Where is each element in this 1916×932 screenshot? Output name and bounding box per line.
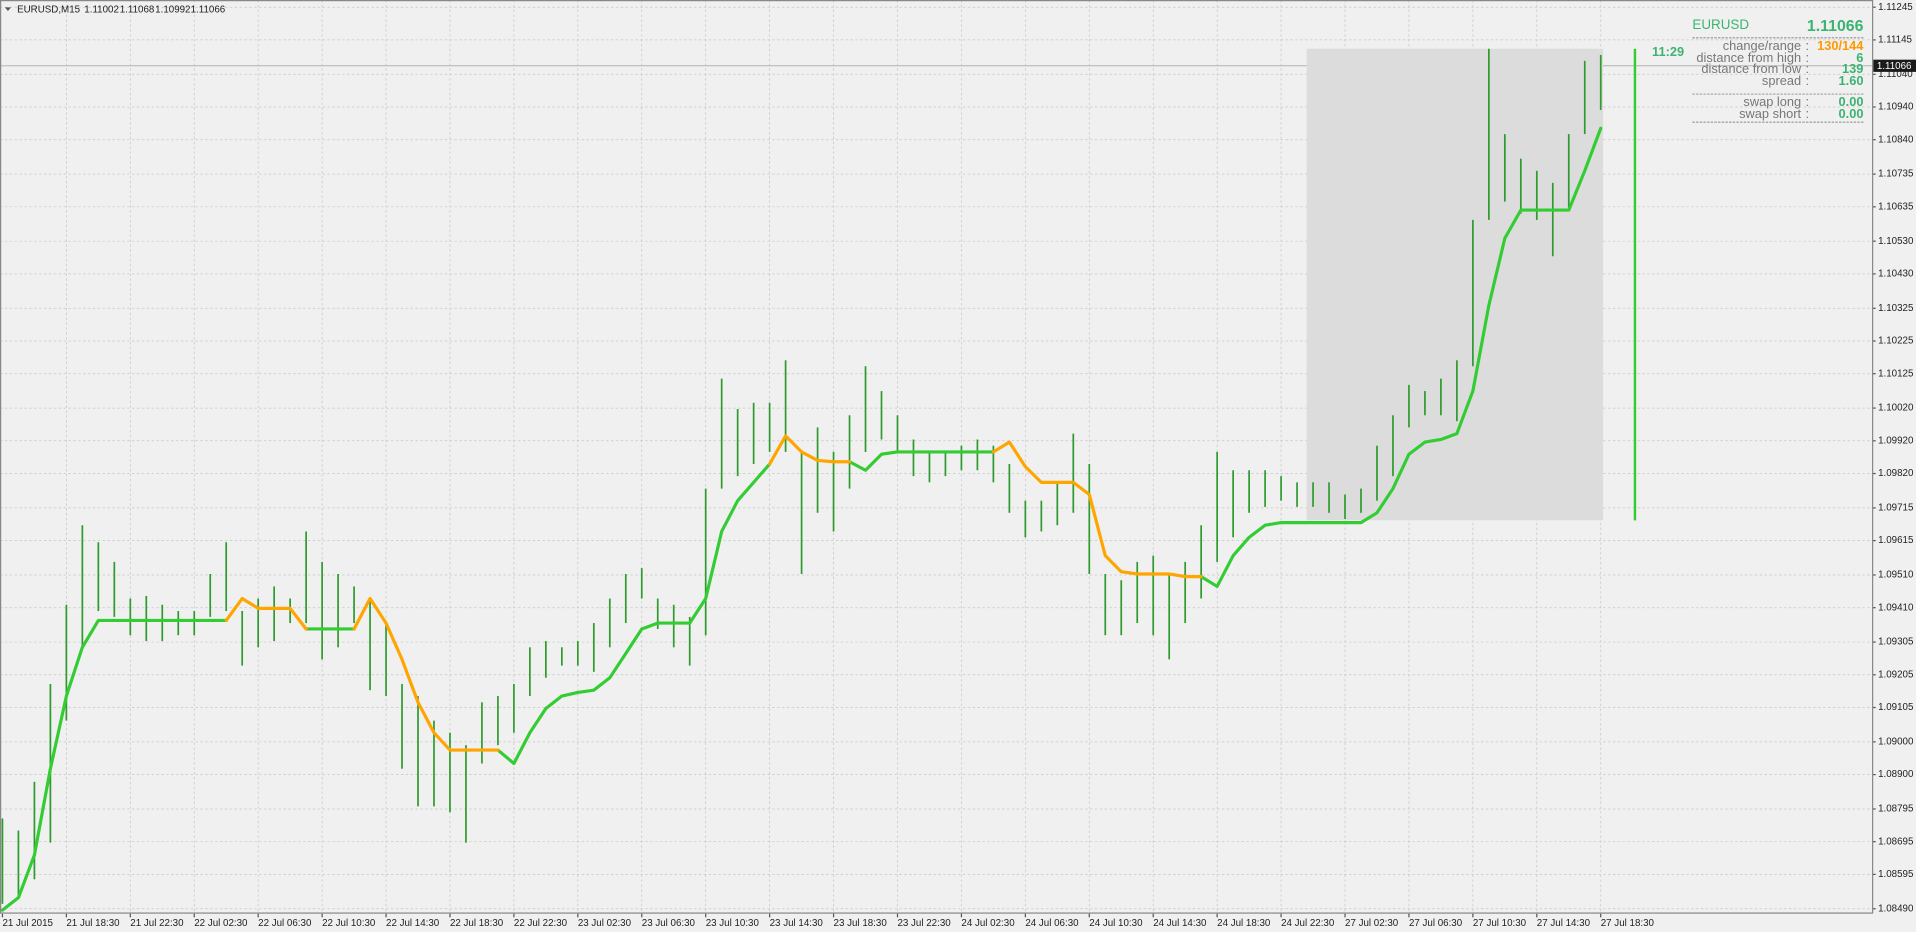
panel-value: 139	[1842, 61, 1863, 76]
y-tick-label: 1.09105	[1878, 702, 1914, 713]
x-tick-label: 24 Jul 22:30	[1281, 918, 1335, 929]
panel-value: 0.00	[1839, 106, 1864, 121]
header-open: 1.11002	[84, 4, 119, 15]
x-tick-label: 23 Jul 02:30	[578, 918, 632, 929]
x-tick-label: 22 Jul 06:30	[258, 918, 312, 929]
panel-separator-char: :	[1805, 94, 1809, 109]
bar-timer: 11:29	[1652, 44, 1684, 59]
y-tick-label: 1.08595	[1878, 869, 1914, 880]
y-tick-label: 1.10530	[1878, 236, 1914, 247]
y-tick-label: 1.09820	[1878, 468, 1914, 479]
x-tick-label: 23 Jul 14:30	[770, 918, 824, 929]
y-tick-label: 1.10840	[1878, 134, 1914, 145]
y-tick-label: 1.08795	[1878, 804, 1914, 815]
y-tick-label: 1.08900	[1878, 769, 1914, 780]
x-tick-label: 24 Jul 06:30	[1025, 918, 1079, 929]
panel-separator-char: :	[1805, 50, 1809, 65]
y-tick-label: 1.09715	[1878, 502, 1914, 513]
x-tick-label: 24 Jul 14:30	[1153, 918, 1207, 929]
indicator-line	[0, 126, 1603, 912]
panel-value: 6	[1856, 50, 1863, 65]
panel-label: distance from low	[1701, 61, 1801, 76]
y-tick-label: 1.10225	[1878, 336, 1914, 347]
plot-frame	[0, 0, 1874, 914]
y-tick-label: 1.11245	[1878, 2, 1913, 13]
panel-label: distance from high	[1696, 50, 1801, 65]
x-tick-label: 27 Jul 18:30	[1601, 918, 1655, 929]
menu-arrow[interactable]	[4, 7, 11, 11]
x-tick-label: 23 Jul 10:30	[706, 918, 760, 929]
panel-value: 130/144	[1817, 38, 1864, 53]
y-tick-label: 1.10430	[1878, 268, 1914, 279]
header-close: 1.11066	[191, 4, 226, 15]
symbol-title: EURUSD,M15	[17, 4, 81, 15]
panel-value: 1.60	[1839, 73, 1864, 88]
range-layer	[1306, 48, 1604, 521]
x-tick-label: 27 Jul 14:30	[1537, 918, 1591, 929]
x-tick-label: 21 Jul 2015	[2, 918, 53, 929]
x-tick-label: 22 Jul 02:30	[194, 918, 248, 929]
x-tick-label: 21 Jul 18:30	[66, 918, 120, 929]
y-tick-label: 1.11145	[1878, 35, 1912, 46]
x-tick-label: 22 Jul 14:30	[386, 918, 440, 929]
y-tick-label: 1.10325	[1878, 303, 1914, 314]
y-tick-label: 1.11040	[1878, 69, 1913, 80]
indicator-line	[224, 434, 1203, 752]
y-tick-label: 1.10020	[1878, 403, 1914, 414]
last-price-box	[1873, 59, 1916, 72]
x-tick-label: 21 Jul 22:30	[130, 918, 184, 929]
x-tick-label: 22 Jul 10:30	[322, 918, 376, 929]
x-tick-label: 27 Jul 06:30	[1409, 918, 1463, 929]
header-low: 1.10992	[155, 4, 190, 15]
y-tick-label: 1.10125	[1878, 368, 1914, 379]
bars-layer	[1, 48, 1602, 904]
x-tick-label: 22 Jul 22:30	[514, 918, 568, 929]
panel-label: spread	[1762, 73, 1801, 88]
y-tick-label: 1.09305	[1878, 637, 1914, 648]
lines-layer	[0, 126, 1603, 912]
y-tick-label: 1.08490	[1878, 903, 1914, 914]
y-tick-label: 1.09000	[1878, 736, 1914, 747]
panel-separator-char: :	[1805, 38, 1809, 53]
panel-label: swap short	[1739, 106, 1801, 121]
y-tick-label: 1.09205	[1878, 669, 1914, 680]
x-tick-label: 24 Jul 18:30	[1217, 918, 1271, 929]
y-tick-label: 1.09615	[1878, 535, 1914, 546]
range-box	[1306, 48, 1604, 521]
panel-symbol: EURUSD	[1692, 17, 1749, 32]
x-tick-label: 24 Jul 10:30	[1089, 918, 1143, 929]
x-tick-label: 27 Jul 02:30	[1345, 918, 1399, 929]
last-price-label: 1.11066	[1877, 61, 1912, 72]
x-tick-label: 22 Jul 18:30	[450, 918, 504, 929]
y-tick-label: 1.09510	[1878, 570, 1914, 581]
panel-label: change/range	[1723, 38, 1801, 53]
y-tick-label: 1.09920	[1878, 435, 1914, 446]
x-tick-label: 24 Jul 02:30	[961, 918, 1015, 929]
panel-label: swap long	[1743, 94, 1801, 109]
x-tick-label: 23 Jul 06:30	[642, 918, 696, 929]
y-tick-label: 1.10735	[1878, 169, 1914, 180]
header-high: 1.11068	[120, 4, 155, 15]
panel-separator-char: :	[1805, 106, 1809, 121]
y-tick-label: 1.08695	[1878, 836, 1914, 847]
x-tick-label: 27 Jul 10:30	[1473, 918, 1527, 929]
x-tick-label: 23 Jul 22:30	[897, 918, 951, 929]
panel-value: 0.00	[1839, 94, 1864, 109]
panel-separator-char: :	[1805, 73, 1809, 88]
y-tick-label: 1.10940	[1878, 102, 1914, 113]
x-tick-label: 23 Jul 18:30	[834, 918, 888, 929]
y-tick-label: 1.09410	[1878, 602, 1914, 613]
y-tick-label: 1.10635	[1878, 201, 1914, 212]
panel-separator-char: :	[1805, 61, 1809, 76]
panel-bid: 1.11066	[1807, 18, 1864, 35]
